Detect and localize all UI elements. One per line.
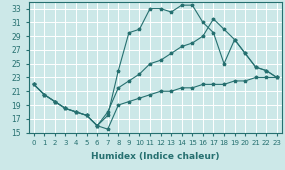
X-axis label: Humidex (Indice chaleur): Humidex (Indice chaleur) [91, 152, 219, 161]
